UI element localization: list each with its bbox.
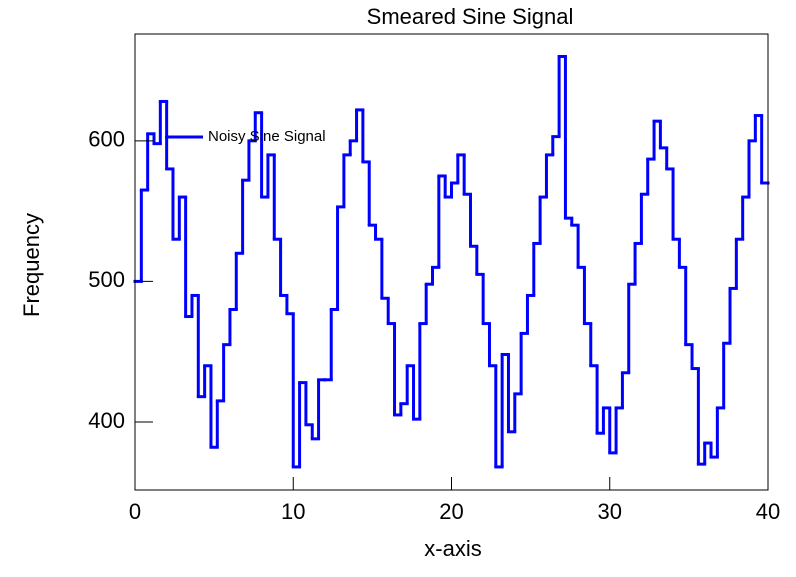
y-tick-label: 400 — [88, 408, 125, 433]
y-tick-label: 500 — [88, 267, 125, 292]
x-tick-label: 40 — [756, 499, 780, 524]
plot-area — [133, 54, 770, 469]
chart-title: Smeared Sine Signal — [367, 4, 574, 29]
y-tick-label: 600 — [88, 127, 125, 152]
y-axis-label: Frequency — [19, 213, 44, 317]
x-tick-label: 10 — [281, 499, 305, 524]
x-tick-label: 0 — [129, 499, 141, 524]
x-tick-label: 20 — [439, 499, 463, 524]
legend-label: Noisy Sine Signal — [208, 128, 326, 145]
x-axis-label: x-axis — [424, 536, 481, 561]
x-tick-label: 30 — [598, 499, 622, 524]
